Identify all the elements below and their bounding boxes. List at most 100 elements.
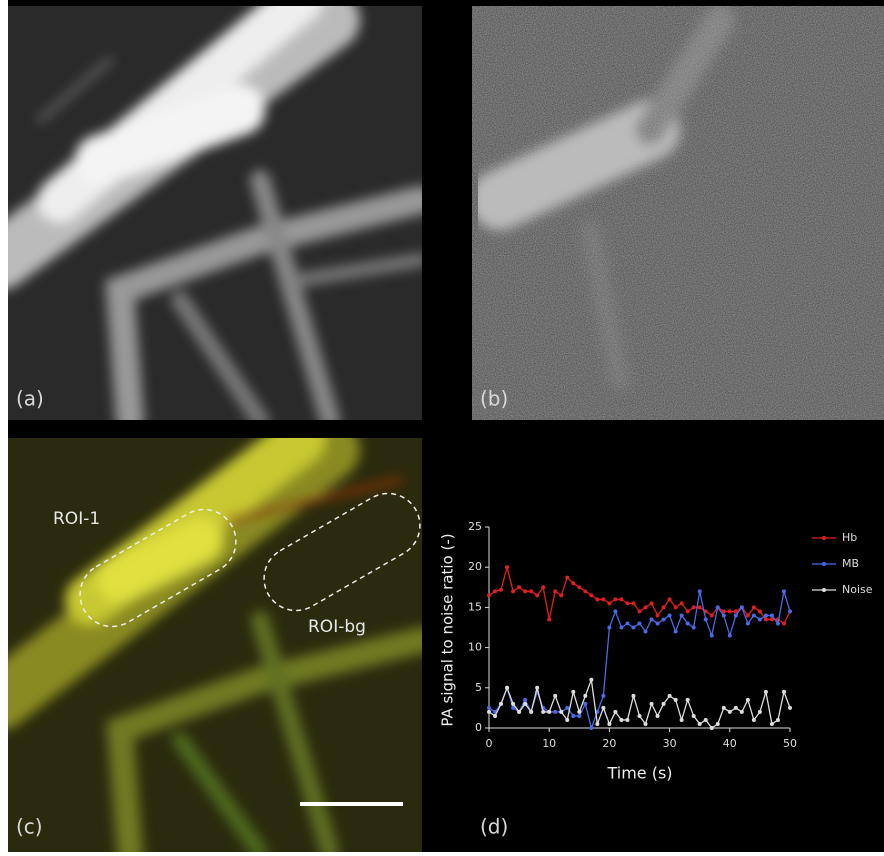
x-tick-label: 30: [663, 737, 677, 750]
point: [662, 605, 666, 609]
point: [776, 718, 780, 722]
point: [511, 589, 515, 593]
point: [565, 576, 569, 580]
y-tick-label: 10: [468, 641, 482, 654]
point: [487, 710, 491, 714]
point: [674, 698, 678, 702]
point: [541, 710, 545, 714]
point: [607, 722, 611, 726]
x-tick-label: 50: [783, 737, 797, 750]
point: [740, 710, 744, 714]
point: [656, 613, 660, 617]
point: [499, 702, 503, 706]
point: [577, 585, 581, 589]
point: [644, 630, 648, 634]
point: [535, 593, 539, 597]
point: [710, 726, 714, 730]
point: [631, 694, 635, 698]
point: [758, 609, 762, 613]
point: [595, 597, 599, 601]
point: [607, 626, 611, 630]
point: [746, 698, 750, 702]
legend-marker: [822, 562, 826, 566]
x-axis-label: Time (s): [606, 764, 672, 783]
figure: ROI-1 ROI-bg (a) (b) (c) (d) Time (s) PA…: [0, 0, 884, 852]
point: [565, 718, 569, 722]
point: [716, 722, 720, 726]
y-tick-label: 15: [468, 600, 482, 613]
point: [728, 710, 732, 714]
point: [650, 702, 654, 706]
point: [535, 686, 539, 690]
point: [740, 605, 744, 609]
point: [601, 694, 605, 698]
point: [668, 694, 672, 698]
panel-label: (b): [480, 387, 508, 411]
point: [734, 706, 738, 710]
point: [692, 714, 696, 718]
point: [764, 690, 768, 694]
x-tick-label: 0: [486, 737, 493, 750]
panel-b-image: [472, 6, 884, 420]
point: [613, 609, 617, 613]
point: [541, 585, 545, 589]
panel-label: (d): [480, 815, 508, 839]
point: [505, 686, 509, 690]
point: [583, 694, 587, 698]
point: [571, 690, 575, 694]
point: [613, 710, 617, 714]
point: [601, 597, 605, 601]
point: [650, 617, 654, 621]
point: [680, 601, 684, 605]
point: [493, 714, 497, 718]
point: [625, 718, 629, 722]
point: [710, 613, 714, 617]
point: [589, 678, 593, 682]
point: [583, 589, 587, 593]
point: [686, 621, 690, 625]
point: [782, 589, 786, 593]
point: [631, 626, 635, 630]
x-tick-label: 20: [602, 737, 616, 750]
point: [698, 605, 702, 609]
point: [523, 698, 527, 702]
point: [523, 589, 527, 593]
point: [638, 621, 642, 625]
point: [668, 613, 672, 617]
point: [493, 589, 497, 593]
point: [553, 694, 557, 698]
point: [529, 589, 533, 593]
point: [547, 617, 551, 621]
point: [686, 698, 690, 702]
panel-label: (c): [16, 815, 43, 839]
point: [656, 621, 660, 625]
point: [559, 593, 563, 597]
point: [716, 605, 720, 609]
point: [764, 613, 768, 617]
point: [752, 605, 756, 609]
point: [698, 722, 702, 726]
point: [589, 593, 593, 597]
point: [746, 613, 750, 617]
point: [788, 609, 792, 613]
x-tick-label: 10: [542, 737, 556, 750]
point: [487, 593, 491, 597]
point: [565, 706, 569, 710]
point: [625, 621, 629, 625]
point: [752, 718, 756, 722]
point: [698, 589, 702, 593]
point: [619, 626, 623, 630]
point: [638, 714, 642, 718]
point: [523, 702, 527, 706]
point: [692, 605, 696, 609]
point: [505, 565, 509, 569]
point: [547, 710, 551, 714]
point: [650, 601, 654, 605]
point: [559, 710, 563, 714]
point: [517, 585, 521, 589]
point: [631, 601, 635, 605]
point: [577, 714, 581, 718]
point: [662, 617, 666, 621]
point: [668, 597, 672, 601]
roi-label: ROI-bg: [308, 617, 366, 637]
